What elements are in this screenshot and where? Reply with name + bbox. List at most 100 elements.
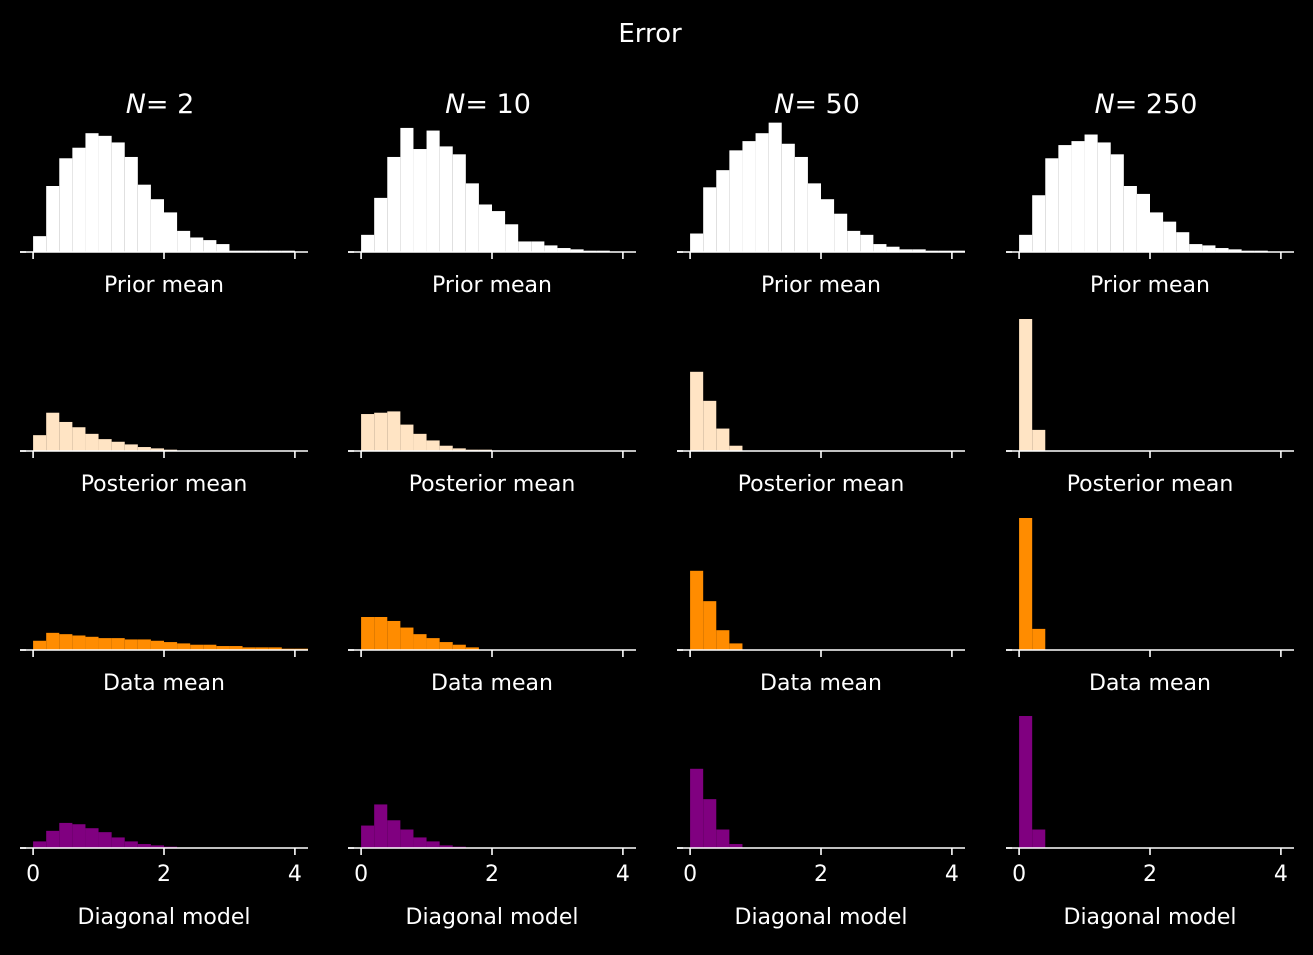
bar-r1-c0-b1 [46, 412, 60, 451]
x-axis-label: Posterior mean [1067, 472, 1234, 497]
x-axis-label: Diagonal model [735, 905, 908, 930]
bar-r0-c0-b1 [46, 186, 60, 252]
x-axis-label: Data mean [760, 671, 882, 696]
bar-r1-c1-b6 [439, 445, 453, 451]
panel-r1-c1: Posterior mean [348, 411, 636, 497]
bar-r1-c0-b0 [33, 435, 47, 451]
bar-r0-c1-b7 [452, 154, 466, 252]
bar-r1-c2-b3 [729, 445, 743, 451]
x-axis-label: Posterior mean [81, 472, 248, 497]
bar-r3-c0-b9 [150, 845, 164, 848]
bar-r2-c0-b5 [98, 638, 112, 650]
panel-r3-c3: 0 2 4 Diagonal model [1006, 716, 1294, 930]
bar-r3-c0-b1 [46, 830, 60, 848]
x-tick-label: 4 [288, 862, 302, 887]
bar-r0-c1-b2 [387, 156, 401, 252]
bar-r0-c3-b16 [1228, 249, 1242, 252]
bar-r2-c0-b15 [229, 646, 243, 650]
column-title-3: N= 250 [1095, 89, 1198, 120]
bar-r0-c3-b9 [1136, 193, 1150, 252]
bar-r3-c1-b2 [387, 820, 401, 848]
bar-r2-c0-b9 [150, 640, 164, 650]
bar-r0-c1-b6 [439, 146, 453, 252]
bar-r2-c0-b10 [164, 642, 178, 650]
x-axis-label: Prior mean [104, 273, 224, 298]
bar-r2-c0-b17 [255, 647, 269, 650]
bar-r0-c2-b11 [834, 213, 848, 252]
bar-r0-c3-b14 [1202, 245, 1216, 252]
bar-r0-c0-b12 [190, 237, 204, 252]
panel-r3-c1: 0 2 4 Diagonal model [348, 804, 636, 930]
panel-r3-c0: 0 2 4 Diagonal model [20, 822, 308, 930]
bar-r0-c0-b6 [111, 142, 125, 252]
bar-r0-c2-b0 [690, 233, 704, 252]
bar-r1-c0-b7 [124, 444, 138, 451]
bar-r1-c3-b1 [1032, 429, 1046, 451]
x-axis-label: Diagonal model [1064, 905, 1237, 930]
bar-r0-c1-b3 [400, 127, 414, 252]
bar-r3-c1-b0 [361, 825, 375, 848]
bar-r3-c0-b5 [98, 832, 112, 848]
panel-r2-c1: Data mean [348, 617, 636, 696]
bar-r0-c2-b16 [899, 249, 913, 252]
bar-r2-c0-b16 [242, 647, 256, 650]
bar-r3-c0-b4 [85, 828, 99, 848]
bar-r1-c0-b9 [150, 448, 164, 451]
x-tick-label: 2 [1143, 862, 1157, 887]
x-axis-label: Posterior mean [409, 472, 576, 497]
panel-r0-c2: Prior mean [677, 122, 965, 298]
bar-r0-c0-b2 [59, 158, 73, 252]
bar-r0-c3-b4 [1071, 141, 1085, 252]
x-axis-label: Prior mean [1090, 273, 1210, 298]
bar-r0-c1-b8 [465, 183, 479, 252]
bar-r2-c0-b8 [137, 639, 151, 650]
bar-r0-c2-b4 [742, 141, 756, 252]
bar-r3-c2-b0 [690, 768, 704, 848]
bar-r0-c2-b10 [821, 199, 835, 252]
bar-r0-c1-b14 [544, 245, 558, 252]
bar-r0-c0-b3 [72, 147, 86, 252]
x-tick-label: 4 [1274, 862, 1288, 887]
bar-r0-c0-b11 [177, 230, 191, 252]
panel-r1-c3: Posterior mean [1006, 319, 1294, 497]
bar-r3-c1-b1 [374, 804, 388, 848]
bar-r0-c3-b2 [1045, 158, 1059, 252]
x-tick-label: 4 [945, 862, 959, 887]
x-axis-label: Prior mean [761, 273, 881, 298]
x-tick-label: 0 [683, 862, 697, 887]
bar-r3-c0-b7 [124, 841, 138, 848]
bar-r0-c2-b13 [860, 234, 874, 252]
bar-r2-c0-b0 [33, 640, 47, 650]
bar-r2-c1-b1 [374, 617, 388, 650]
bar-r0-c0-b7 [124, 156, 138, 252]
panel-r3-c2: 0 2 4 Diagonal model [677, 768, 965, 930]
bar-r0-c1-b1 [374, 197, 388, 252]
bar-r0-c3-b5 [1084, 134, 1098, 252]
bar-r0-c2-b15 [886, 246, 900, 252]
x-tick-label: 2 [485, 862, 499, 887]
column-title-0: N= 2 [126, 89, 195, 120]
bar-r0-c1-b13 [531, 241, 545, 252]
bar-r2-c0-b6 [111, 638, 125, 650]
bar-r2-c0-b2 [59, 634, 73, 650]
panel-r0-c3: Prior mean [1006, 134, 1294, 298]
bar-r0-c0-b13 [203, 240, 217, 252]
bar-r1-c0-b6 [111, 441, 125, 451]
bar-r2-c0-b11 [177, 643, 191, 650]
bar-r0-c0-b5 [98, 135, 112, 252]
bar-r1-c1-b3 [400, 424, 414, 451]
bar-r2-c1-b5 [426, 638, 440, 650]
bar-r0-c2-b12 [847, 230, 861, 252]
bar-r2-c1-b6 [439, 642, 453, 650]
bar-r3-c3-b1 [1032, 829, 1046, 848]
bar-r2-c3-b1 [1032, 628, 1046, 650]
bar-r2-c1-b4 [413, 634, 427, 650]
x-axis-label: Diagonal model [406, 905, 579, 930]
bar-r0-c2-b6 [768, 122, 782, 252]
bar-r0-c3-b12 [1176, 232, 1190, 252]
bar-r2-c1-b0 [361, 617, 375, 650]
bar-r0-c2-b3 [729, 150, 743, 252]
panel-r1-c2: Posterior mean [677, 371, 965, 497]
bar-r1-c1-b0 [361, 414, 375, 451]
